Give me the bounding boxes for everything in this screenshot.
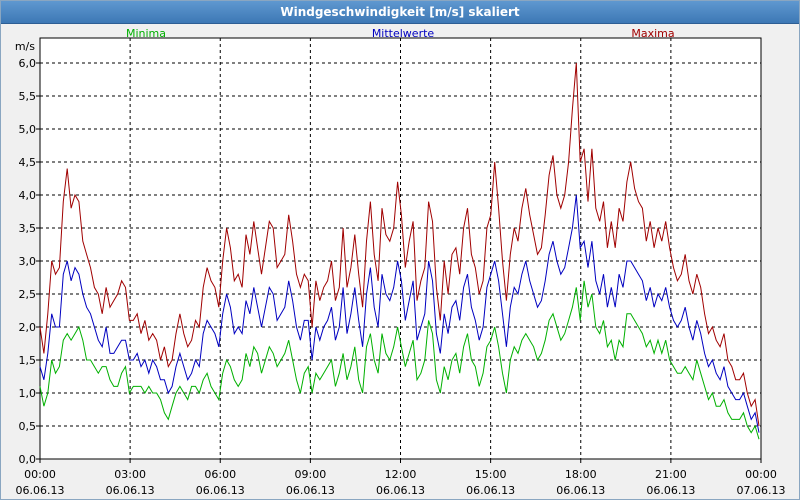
x-tick-date: 06.06.13 (646, 484, 695, 497)
x-tick-time: 00:00 (745, 468, 777, 481)
x-tick-date: 06.06.13 (376, 484, 425, 497)
x-tick-time: 12:00 (385, 468, 417, 481)
x-tick-time: 06:00 (204, 468, 236, 481)
legend-minima: Minima (126, 27, 166, 40)
x-tick-time: 18:00 (565, 468, 597, 481)
y-tick-label: 5,0 (19, 123, 37, 136)
series-line-mittelwerte (39, 194, 760, 433)
y-tick-label: 6,0 (19, 57, 37, 70)
window-title: Windgeschwindigkeit [m/s] skaliert (1, 1, 799, 24)
y-tick-label: 5,5 (19, 90, 37, 103)
series-line-minima (39, 280, 760, 440)
y-tick-label: 1,0 (19, 387, 37, 400)
x-axis: 00:00 06.06.13 03:00 06.06.13 06:00 06.06.13 0… (16, 459, 786, 497)
y-axis: 0,0 0,5 1,0 1,5 2,0 2,5 3,0 3,5 4,0 4,5 5,0 5,5 6,0 (19, 57, 40, 466)
y-tick-label: 1,5 (19, 354, 37, 367)
x-tick-date: 06.06.13 (286, 484, 335, 497)
y-tick-label: 3,0 (19, 255, 37, 268)
x-tick-date: 06.06.13 (196, 484, 245, 497)
x-tick-date: 06.06.13 (556, 484, 605, 497)
y-tick-label: 4,0 (19, 189, 37, 202)
legend-mittelwerte: Mittelwerte (372, 27, 435, 40)
x-tick-time: 15:00 (475, 468, 507, 481)
series-lines (39, 62, 760, 440)
y-tick-label: 0,5 (19, 420, 37, 433)
y-tick-label: 3,5 (19, 222, 37, 235)
x-tick-time: 21:00 (655, 468, 687, 481)
line-chart: 0,00,51,01,52,02,53,03,54,04,55,05,56,0 … (15, 27, 786, 497)
y-tick-label: 2,5 (19, 288, 37, 301)
series-line-maxima (39, 62, 760, 427)
x-tick-date: 06.06.13 (466, 484, 515, 497)
y-axis-label: m/s (15, 40, 35, 53)
x-tick-date: 06.06.13 (106, 484, 155, 497)
x-tick-date: 07.06.13 (737, 484, 786, 497)
x-tick-date: 06.06.13 (16, 484, 65, 497)
y-tick-label: 4,5 (19, 156, 37, 169)
x-tick-time: 09:00 (295, 468, 327, 481)
legend-maxima: Maxima (631, 27, 674, 40)
y-tick-label: 0,0 (19, 453, 37, 466)
y-tick-label: 2,0 (19, 321, 37, 334)
x-tick-time: 00:00 (24, 468, 56, 481)
x-tick-time: 03:00 (114, 468, 146, 481)
